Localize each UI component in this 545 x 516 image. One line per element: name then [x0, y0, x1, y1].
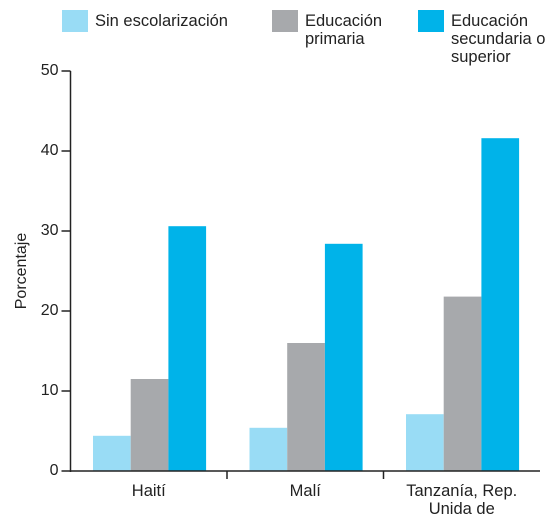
legend-label: Educación secundaria o superior [451, 12, 545, 66]
y-tick-label: 10 [41, 382, 59, 399]
bar [130, 379, 169, 471]
bar [93, 435, 131, 471]
legend-swatch [272, 10, 298, 32]
bar [287, 343, 325, 471]
bar [481, 138, 520, 471]
bar [443, 296, 482, 471]
x-tick-label: Tanzanía, Rep. Unida de [406, 482, 518, 516]
bar [168, 226, 207, 471]
legend-label: Sin escolarización [95, 12, 228, 30]
y-tick-label: 40 [41, 142, 59, 159]
x-tick-label: Malí [289, 482, 321, 500]
legend-swatch [418, 10, 444, 32]
x-tick-label: Haití [131, 482, 166, 500]
bar [406, 414, 444, 471]
legend-swatch [62, 10, 88, 32]
y-axis-label: Porcentaje [13, 233, 30, 310]
y-tick-label: 30 [41, 222, 59, 239]
y-tick-label: 0 [50, 462, 59, 479]
y-tick-label: 50 [41, 62, 59, 79]
y-tick-label: 20 [41, 302, 59, 319]
bar [324, 243, 363, 471]
legend-label: Educación primaria [305, 12, 383, 48]
bar [249, 427, 288, 471]
